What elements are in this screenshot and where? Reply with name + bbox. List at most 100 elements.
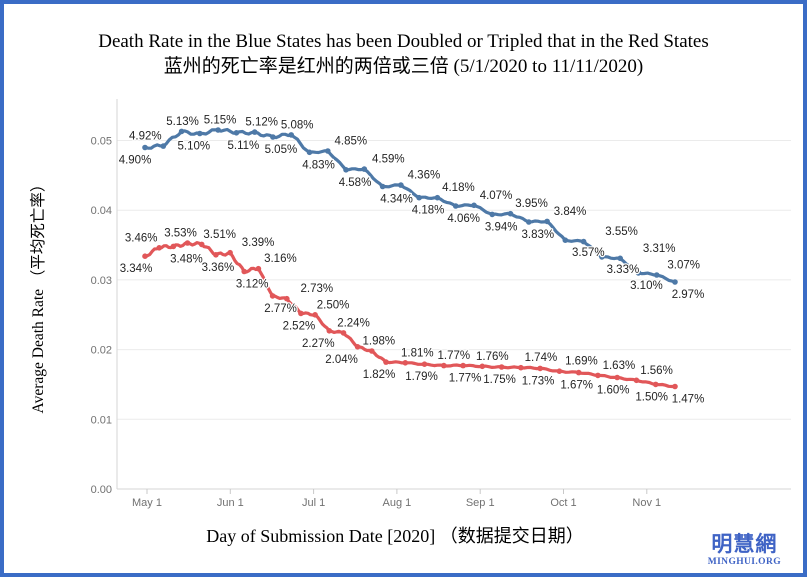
minghui-logo-english: MINGHUI.ORG — [707, 556, 781, 567]
red-states-data-point — [614, 374, 620, 381]
red-states-data-label: 3.39% — [242, 237, 275, 249]
blue-states-data-point — [233, 130, 240, 136]
red-states-data-label: 3.51% — [203, 229, 236, 241]
blue-states-data-point — [489, 211, 496, 218]
blue-states-data-label: 4.90% — [119, 155, 152, 167]
red-states-data-point — [156, 245, 162, 251]
blue-states-data-label: 4.18% — [412, 205, 445, 217]
red-states-data-point — [421, 361, 428, 368]
red-states-data-point — [369, 348, 375, 354]
y-axis-title: Average Death Rate （平均死亡率） — [30, 176, 47, 414]
blue-states-series-path — [143, 127, 677, 284]
red-states-data-label: 2.77% — [264, 303, 297, 315]
red-states-data-label: 1.50% — [635, 391, 668, 403]
blue-states-data-label: 4.06% — [447, 213, 480, 225]
blue-states-data-point — [361, 166, 368, 172]
blue-states-data-point — [306, 149, 313, 156]
x-tick-label: Nov 1 — [632, 497, 661, 509]
blue-states-data-label: 3.94% — [485, 221, 518, 233]
red-states-data-label: 1.98% — [362, 336, 395, 348]
red-states-data-label: 1.47% — [672, 394, 705, 406]
blue-states-data-label: 3.95% — [515, 198, 548, 210]
red-states-data-point — [184, 240, 191, 246]
y-tick-label: 0.01 — [91, 414, 112, 426]
blue-states-data-point — [507, 210, 514, 217]
blue-states-data-point — [434, 194, 441, 201]
blue-states-data-label: 4.85% — [334, 136, 367, 148]
red-states-data-point — [575, 369, 582, 376]
y-tick-label: 0.05 — [91, 136, 112, 148]
blue-states-data-label: 5.10% — [177, 141, 210, 153]
red-states-data-label: 2.27% — [302, 338, 335, 350]
red-states-data-point — [652, 381, 659, 388]
blue-states-data-label: 3.57% — [572, 247, 605, 259]
red-states-data-point — [537, 365, 543, 372]
red-states-data-point — [255, 265, 262, 272]
red-states-data-point — [142, 253, 148, 259]
blue-states-data-label: 4.07% — [480, 190, 513, 202]
red-states-data-point — [170, 243, 177, 250]
minghui-logo-chinese: 明慧網 — [711, 531, 778, 556]
blue-states-data-point — [672, 279, 678, 285]
blue-states-data-label: 5.15% — [204, 115, 237, 127]
red-states-data-point — [340, 330, 347, 336]
blue-states-data-label: 3.10% — [630, 280, 663, 292]
red-states-data-point — [402, 360, 409, 366]
blue-states-data-label: 2.97% — [672, 289, 705, 301]
red-states-data-label: 1.82% — [363, 369, 396, 381]
red-states-data-label: 1.77% — [449, 373, 482, 385]
blue-states-data-label: 4.58% — [339, 177, 372, 189]
blue-states-data-point — [580, 238, 587, 245]
blue-states-data-point — [653, 272, 660, 278]
red-states-data-label: 2.50% — [317, 299, 350, 311]
red-states-data-label: 3.16% — [264, 253, 297, 265]
red-states-data-label: 1.74% — [525, 352, 558, 364]
blue-states-data-point — [471, 202, 477, 209]
red-states-data-point — [198, 241, 205, 248]
red-states-data-label: 1.75% — [483, 374, 516, 386]
blue-states-data-label: 4.36% — [408, 170, 441, 182]
blue-states-data-point — [343, 167, 349, 173]
red-states-data-label: 2.52% — [283, 320, 316, 332]
red-states-data-label: 1.63% — [603, 360, 636, 372]
y-tick-label: 0.03 — [91, 275, 112, 287]
blue-states-data-point — [544, 218, 550, 225]
blue-states-data-point — [288, 132, 295, 138]
red-states-data-point — [354, 344, 361, 350]
blue-states-data-point — [635, 270, 642, 276]
blue-states-data-label: 5.05% — [265, 144, 298, 156]
blue-states-data-point — [325, 148, 331, 154]
red-states-data-label: 2.73% — [300, 283, 333, 295]
minghui-watermark: 明慧網 MINGHUI.ORG — [707, 531, 781, 568]
blue-states-data-point — [599, 254, 605, 260]
red-states-data-label: 2.24% — [337, 317, 370, 329]
chart-title-line2: 蓝州的死亡率是红州的两倍或三倍 (5/1/2020 to 11/11/2020) — [163, 56, 644, 77]
x-tick-label: Aug 1 — [383, 497, 412, 509]
red-states-data-point — [498, 364, 505, 370]
red-states-data-label: 1.56% — [640, 365, 673, 377]
blue-states-data-point — [398, 182, 404, 188]
blue-states-data-point — [142, 144, 148, 151]
x-tick-label: Jul 1 — [302, 497, 325, 509]
x-tick-label: May 1 — [132, 497, 162, 509]
red-states-data-point — [326, 328, 333, 334]
red-states-data-label: 1.81% — [401, 347, 434, 359]
blue-states-data-point — [197, 130, 203, 137]
red-states-data-label: 1.67% — [560, 380, 593, 392]
red-states-data-point — [298, 310, 304, 317]
x-axis-title: Day of Submission Date [2020] （数据提交日期） — [206, 526, 584, 546]
red-states-data-point — [556, 368, 563, 375]
red-states-data-point — [312, 312, 318, 318]
red-states-data-label: 3.46% — [125, 232, 158, 244]
x-tick-label: Oct 1 — [550, 497, 576, 509]
red-states-data-label: 3.53% — [164, 228, 197, 240]
red-states-data-label: 1.77% — [437, 350, 470, 362]
blue-states-data-label: 5.12% — [245, 117, 278, 129]
red-states-data-point — [595, 372, 601, 379]
blue-states-data-point — [416, 194, 422, 201]
x-tick-label: Jun 1 — [217, 497, 244, 509]
red-states-data-label: 2.04% — [325, 354, 358, 366]
red-states-data-point — [269, 293, 276, 299]
red-states-data-point — [633, 377, 640, 384]
blue-states-data-label: 3.31% — [643, 243, 676, 255]
